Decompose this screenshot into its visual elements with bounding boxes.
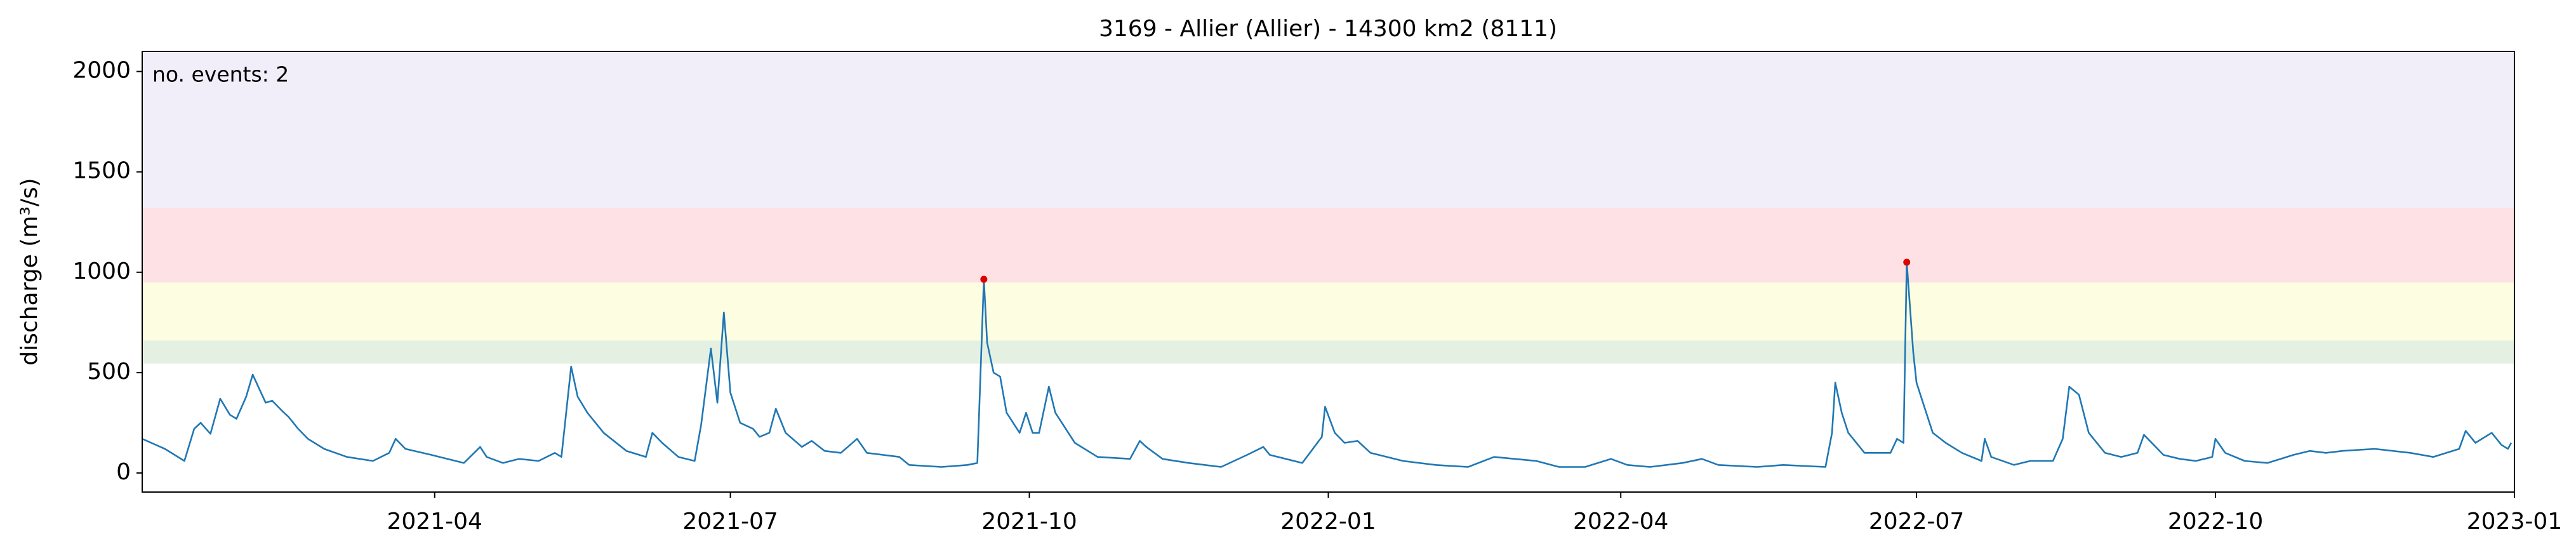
annotation: no. events: 2 [152, 62, 289, 87]
y-tick-label: 1500 [72, 158, 131, 184]
event-point [1903, 258, 1911, 266]
x-tick-label: 2021-07 [682, 509, 778, 535]
threshold-band [142, 51, 2514, 208]
x-tick-label: 2022-04 [1573, 509, 1668, 535]
threshold-band [142, 340, 2514, 364]
discharge-line [142, 261, 2513, 468]
threshold-band [142, 208, 2514, 283]
y-tick-label: 0 [116, 459, 131, 485]
event-point [980, 276, 988, 283]
x-tick-label: 2023-01 [2467, 509, 2562, 535]
chart-title: 3169 - Allier (Allier) - 14300 km2 (8111… [1099, 16, 1557, 42]
y-tick-label: 500 [87, 359, 131, 385]
x-tick-label: 2022-07 [1869, 509, 1964, 535]
plot-area [142, 51, 2514, 468]
y-tick-label: 1000 [72, 258, 131, 284]
x-tick-label: 2022-01 [1280, 509, 1376, 535]
y-axis-label: discharge (m³/s) [17, 178, 43, 365]
x-tick-label: 2021-04 [387, 509, 482, 535]
x-tick-label: 2022-10 [2168, 509, 2263, 535]
x-tick-label: 2021-10 [981, 509, 1077, 535]
threshold-band [142, 282, 2514, 341]
y-tick-label: 2000 [72, 58, 131, 84]
